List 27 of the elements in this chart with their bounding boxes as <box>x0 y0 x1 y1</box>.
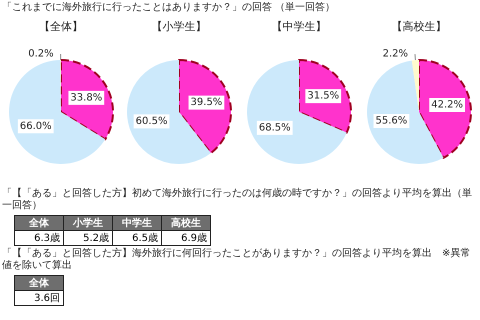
text: 6.9歳 <box>181 233 207 244</box>
chart-title: 【全体】 <box>39 20 83 33</box>
data-label: 0.2% <box>28 48 54 60</box>
data-label: 31.5% <box>307 90 340 102</box>
text: 6.3歳 <box>34 233 60 244</box>
category-label: 高校生 <box>162 216 210 230</box>
text: 5.2歳 <box>83 233 109 244</box>
data-label: 68.5% <box>258 122 291 134</box>
text: 「【「ある」と回答した方】海外旅行に何回行ったことがありますか？」の回答より平均を算出 ※異常値を除いて算出 <box>2 248 472 272</box>
data-label: 42.2% <box>431 99 464 110</box>
category-label: 小学生 <box>64 216 112 230</box>
chart-title: 【高校生】 <box>392 20 446 33</box>
chart-title: 【小学生】 <box>152 20 206 33</box>
data-label: 39.5% <box>190 97 222 108</box>
text: 3.6回 <box>34 293 60 304</box>
data-label: 60.5% <box>136 116 168 127</box>
category-label: 全体 <box>14 216 64 230</box>
data-label: 2.2% <box>382 48 408 60</box>
text: 「【「ある」と回答した方】初めて海外旅行に行ったのは何歳の時ですか？」の回答より平均を算出（単一回答） <box>2 188 472 212</box>
chart-title: 【中学生】 <box>272 20 326 33</box>
text: 「これまでに海外旅行に行ったことはありますか？」の回答 （単一回答） <box>2 2 336 14</box>
data-label: 33.8% <box>70 92 102 104</box>
data-label: 66.0% <box>20 120 52 132</box>
category-label: 中学生 <box>112 216 162 230</box>
text: 6.5歳 <box>132 233 158 244</box>
category-label: 全体 <box>14 276 64 290</box>
data-label: 55.6% <box>376 115 408 126</box>
